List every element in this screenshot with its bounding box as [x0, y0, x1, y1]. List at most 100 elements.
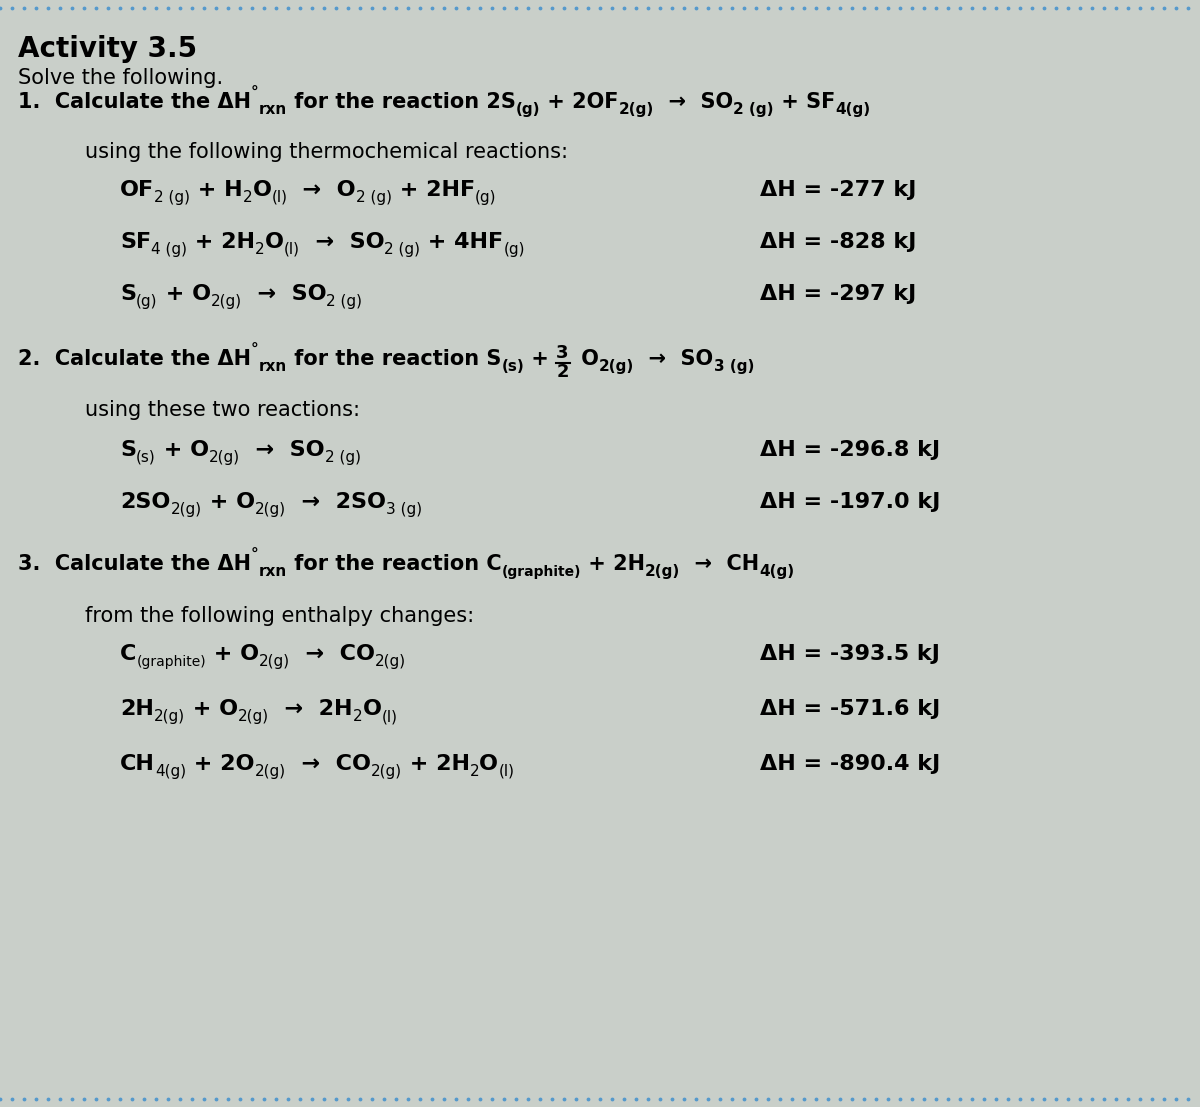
- Text: + SF: + SF: [774, 92, 835, 112]
- Text: →  SO: → SO: [654, 92, 733, 112]
- Text: ΔH = -297 kJ: ΔH = -297 kJ: [760, 284, 917, 304]
- Text: 4(g): 4(g): [835, 102, 870, 117]
- Text: 2(g): 2(g): [259, 654, 290, 669]
- Text: 1.  Calculate the ΔH: 1. Calculate the ΔH: [18, 92, 251, 112]
- Text: using these two reactions:: using these two reactions:: [85, 400, 360, 420]
- Text: rxn: rxn: [259, 563, 287, 579]
- Text: Solve the following.: Solve the following.: [18, 68, 223, 87]
- Text: ΔH = -890.4 kJ: ΔH = -890.4 kJ: [760, 754, 941, 774]
- Text: 2(g): 2(g): [371, 764, 402, 779]
- Text: ΔH = -828 kJ: ΔH = -828 kJ: [760, 232, 917, 252]
- Text: →  CH: → CH: [680, 554, 760, 575]
- Text: →  SO: → SO: [240, 439, 325, 461]
- Text: →  CO: → CO: [286, 754, 371, 774]
- Text: 2(g): 2(g): [646, 563, 680, 579]
- Text: + 2OF: + 2OF: [540, 92, 619, 112]
- Text: O: O: [362, 699, 382, 720]
- Text: ΔH = -197.0 kJ: ΔH = -197.0 kJ: [760, 492, 941, 513]
- Text: →  SO: → SO: [635, 349, 714, 369]
- Text: + O: + O: [157, 284, 211, 304]
- Text: 2(g): 2(g): [254, 764, 286, 779]
- Text: + 2H: + 2H: [187, 232, 256, 252]
- Text: (g): (g): [475, 190, 497, 205]
- Text: 3: 3: [557, 344, 569, 362]
- Text: using the following thermochemical reactions:: using the following thermochemical react…: [85, 142, 568, 162]
- Text: + O: + O: [206, 644, 259, 664]
- Text: 2: 2: [256, 242, 265, 257]
- Text: 3 (g): 3 (g): [714, 359, 754, 374]
- Text: →  CO: → CO: [290, 644, 376, 664]
- Text: for the reaction S: for the reaction S: [287, 349, 502, 369]
- Text: +: +: [524, 349, 557, 369]
- Text: for the reaction C: for the reaction C: [287, 554, 502, 575]
- Text: 2(g): 2(g): [154, 708, 185, 724]
- Text: (s): (s): [502, 359, 524, 374]
- Text: ΔH = -393.5 kJ: ΔH = -393.5 kJ: [760, 644, 940, 664]
- Text: (graphite): (graphite): [137, 655, 206, 669]
- Text: 4(g): 4(g): [760, 563, 794, 579]
- Text: °: °: [251, 548, 259, 563]
- Text: + O: + O: [156, 439, 209, 461]
- Text: →  SO: → SO: [300, 232, 384, 252]
- Text: 2 (g): 2 (g): [154, 190, 190, 205]
- Text: (g): (g): [504, 242, 526, 257]
- Text: + O: + O: [202, 492, 254, 513]
- Text: 2(g): 2(g): [211, 294, 241, 309]
- Text: Activity 3.5: Activity 3.5: [18, 35, 197, 63]
- Text: 2H: 2H: [120, 699, 154, 720]
- Text: ΔH = -571.6 kJ: ΔH = -571.6 kJ: [760, 699, 941, 720]
- Text: 3.  Calculate the ΔH: 3. Calculate the ΔH: [18, 554, 251, 575]
- Text: ΔH = -296.8 kJ: ΔH = -296.8 kJ: [760, 439, 940, 461]
- Text: S: S: [120, 284, 136, 304]
- Text: + 2H: + 2H: [581, 554, 646, 575]
- Text: for the reaction 2S: for the reaction 2S: [287, 92, 516, 112]
- Text: 2: 2: [242, 190, 252, 205]
- Text: 2(g): 2(g): [209, 451, 240, 465]
- Text: O: O: [575, 349, 599, 369]
- Text: 2: 2: [353, 708, 362, 724]
- Text: ΔH = -277 kJ: ΔH = -277 kJ: [760, 180, 917, 200]
- Text: OF: OF: [120, 180, 154, 200]
- Text: 4(g): 4(g): [155, 764, 186, 779]
- Text: (graphite): (graphite): [502, 565, 581, 579]
- Text: 2 (g): 2 (g): [326, 294, 362, 309]
- Text: 2 (g): 2 (g): [325, 451, 361, 465]
- Text: 2 (g): 2 (g): [356, 190, 392, 205]
- Text: °: °: [251, 86, 259, 101]
- Text: O: O: [265, 232, 283, 252]
- Text: + 4HF: + 4HF: [420, 232, 504, 252]
- Text: 2(g): 2(g): [619, 102, 654, 117]
- Text: 2 (g): 2 (g): [733, 102, 774, 117]
- Text: (g): (g): [136, 294, 157, 309]
- Text: + 2O: + 2O: [186, 754, 254, 774]
- Text: 2: 2: [469, 764, 479, 779]
- Text: (l): (l): [283, 242, 300, 257]
- Text: 2(g): 2(g): [238, 708, 269, 724]
- Text: rxn: rxn: [259, 359, 287, 374]
- Text: 2(g): 2(g): [254, 501, 286, 517]
- Text: 3 (g): 3 (g): [385, 501, 422, 517]
- Text: (s): (s): [136, 451, 156, 465]
- Text: SF: SF: [120, 232, 151, 252]
- Text: 2(g): 2(g): [376, 654, 407, 669]
- Text: C: C: [120, 644, 137, 664]
- Text: O: O: [252, 180, 271, 200]
- Text: →  2SO: → 2SO: [286, 492, 385, 513]
- Text: + O: + O: [185, 699, 238, 720]
- Text: (l): (l): [498, 764, 515, 779]
- Text: (g): (g): [516, 102, 540, 117]
- Text: 2.  Calculate the ΔH: 2. Calculate the ΔH: [18, 349, 251, 369]
- Text: 2SO: 2SO: [120, 492, 170, 513]
- Text: 2: 2: [557, 363, 569, 381]
- Text: 2 (g): 2 (g): [384, 242, 420, 257]
- Text: + 2HF: + 2HF: [392, 180, 475, 200]
- Text: °: °: [251, 343, 259, 358]
- Text: 2(g): 2(g): [170, 501, 202, 517]
- Text: →  SO: → SO: [241, 284, 326, 304]
- Text: 4 (g): 4 (g): [151, 242, 187, 257]
- Text: →  2H: → 2H: [269, 699, 353, 720]
- Text: O: O: [479, 754, 498, 774]
- Text: CH: CH: [120, 754, 155, 774]
- Text: S: S: [120, 439, 136, 461]
- Text: + 2H: + 2H: [402, 754, 469, 774]
